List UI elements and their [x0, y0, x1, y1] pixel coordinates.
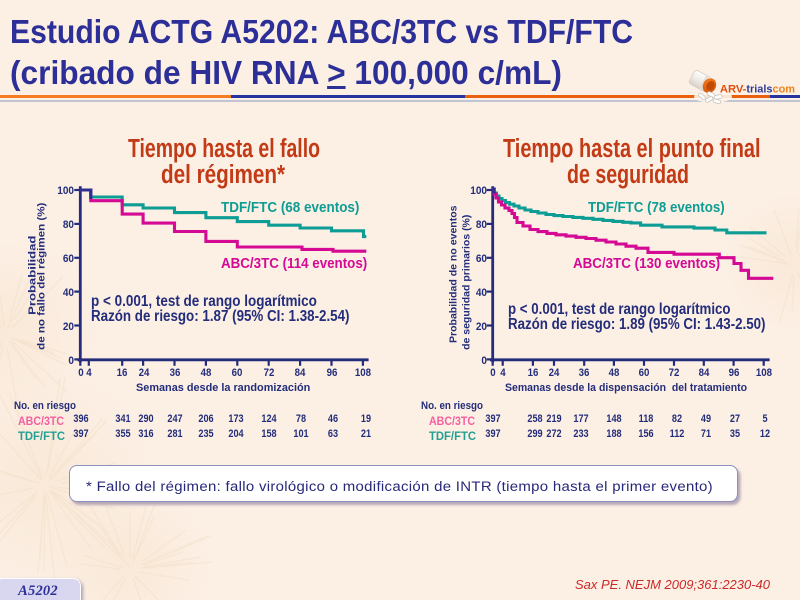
- svg-text:trials: trials: [746, 83, 772, 95]
- svg-text:com: com: [773, 83, 796, 95]
- svg-text:ARV-: ARV-: [720, 83, 747, 95]
